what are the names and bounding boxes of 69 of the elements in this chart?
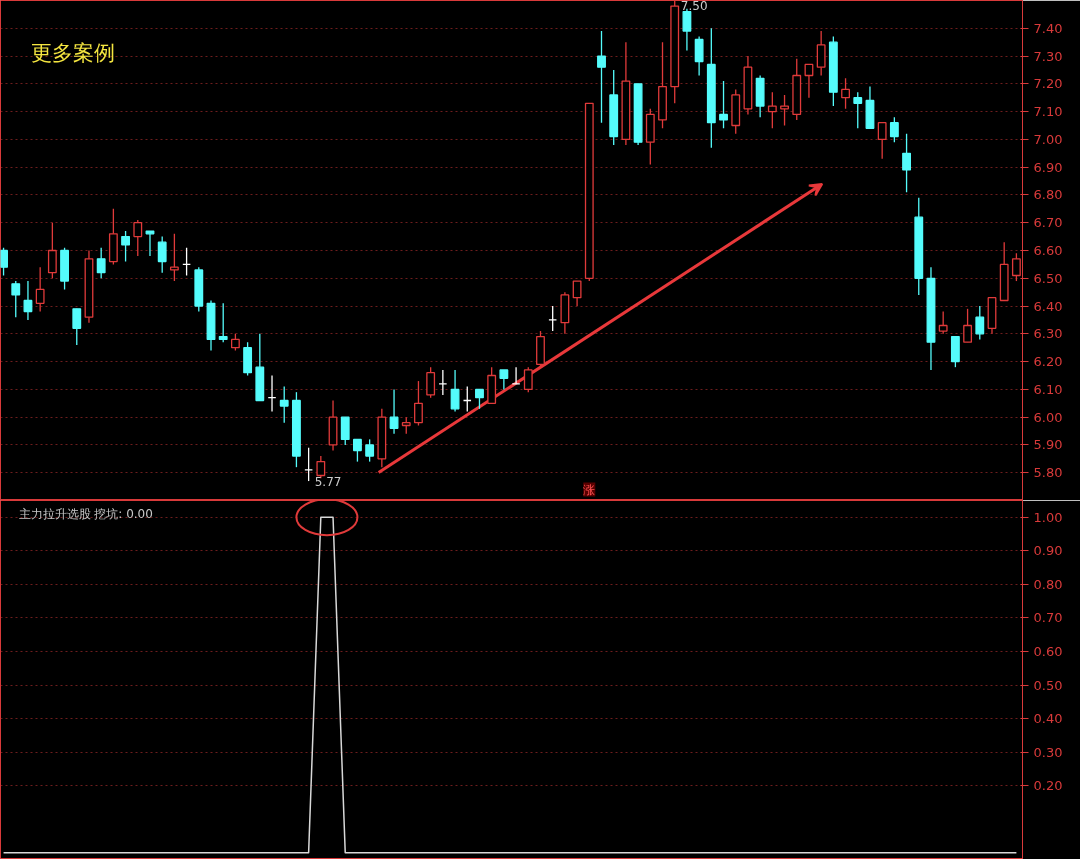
candlestick xyxy=(572,280,582,307)
y-tick-label: 0.60 xyxy=(1033,643,1063,659)
candlestick xyxy=(121,230,131,263)
candlestick xyxy=(694,35,704,77)
candlestick xyxy=(523,366,533,393)
text: 更多案例 xyxy=(30,40,115,65)
candlestick xyxy=(816,30,826,77)
candlestick xyxy=(475,388,484,410)
y-tick-label: 6.00 xyxy=(1033,409,1063,425)
y-tick-label: 0.50 xyxy=(1033,677,1063,693)
candlestick xyxy=(96,247,106,279)
candlestick xyxy=(975,305,985,341)
annotation: 7.50 xyxy=(680,0,708,13)
candlestick xyxy=(780,94,789,127)
y-tick-label: 6.50 xyxy=(1033,270,1063,286)
y-tick-label: 0.90 xyxy=(1033,543,1063,559)
candlestick xyxy=(145,230,155,257)
candlestick xyxy=(963,308,973,343)
y-tick-label: 6.70 xyxy=(1033,215,1063,231)
candlestick xyxy=(133,219,143,257)
annotation: 涨 xyxy=(583,482,596,497)
text: 主力拉升选股 挖坑: 0.00 xyxy=(18,506,153,521)
candlestick xyxy=(72,308,82,346)
y-tick-label: 6.10 xyxy=(1033,381,1063,397)
annotation: 5.77 xyxy=(314,474,342,489)
candlestick xyxy=(365,438,375,463)
y-tick-label: 5.80 xyxy=(1033,465,1063,481)
y-tick-label: 7.40 xyxy=(1033,20,1063,36)
y-tick-label: 7.10 xyxy=(1033,104,1063,120)
candlestick xyxy=(853,91,863,129)
candlestick xyxy=(426,366,436,399)
y-tick-label: 6.60 xyxy=(1033,243,1063,258)
candlestick xyxy=(414,380,423,427)
candlestick xyxy=(889,116,899,143)
candlestick xyxy=(902,133,911,193)
y-tick-label: 1.00 xyxy=(1033,509,1063,525)
candlestick xyxy=(157,235,167,274)
candlestick xyxy=(597,30,606,124)
y-tick-label: 7.00 xyxy=(1033,131,1063,147)
candlestick xyxy=(340,416,350,446)
y-tick-label: 0.70 xyxy=(1033,610,1063,626)
y-tick-label: 6.30 xyxy=(1033,326,1063,342)
candlestick xyxy=(841,77,850,110)
y-tick-label: 5.90 xyxy=(1033,437,1063,453)
y-tick-label: 6.90 xyxy=(1033,159,1063,175)
candlestick xyxy=(316,455,326,479)
candlestick xyxy=(682,8,692,52)
candlestick xyxy=(499,369,509,391)
candlestick xyxy=(169,233,179,282)
candlestick xyxy=(218,302,228,343)
y-tick-label: 6.80 xyxy=(1033,187,1063,203)
y-tick-label: 0.20 xyxy=(1033,778,1063,794)
candlestick xyxy=(353,438,362,463)
candlestick xyxy=(47,222,57,279)
candlestick xyxy=(938,310,948,335)
y-tick-label: 7.20 xyxy=(1033,76,1063,92)
y-tick-label: 6.20 xyxy=(1033,354,1063,370)
candlestick xyxy=(279,385,289,424)
candlestick xyxy=(767,91,777,129)
candlestick xyxy=(11,280,21,318)
candlestick xyxy=(719,80,728,129)
y-tick-label: 6.40 xyxy=(1033,298,1063,314)
y-tick-label: 0.80 xyxy=(1033,576,1063,592)
candlestick xyxy=(0,247,8,277)
y-tick-label: 0.30 xyxy=(1033,744,1063,760)
y-tick-label: 7.30 xyxy=(1033,48,1063,64)
y-tick-label: 0.40 xyxy=(1033,711,1063,727)
candlestick xyxy=(35,266,45,313)
candlestick xyxy=(877,122,887,160)
